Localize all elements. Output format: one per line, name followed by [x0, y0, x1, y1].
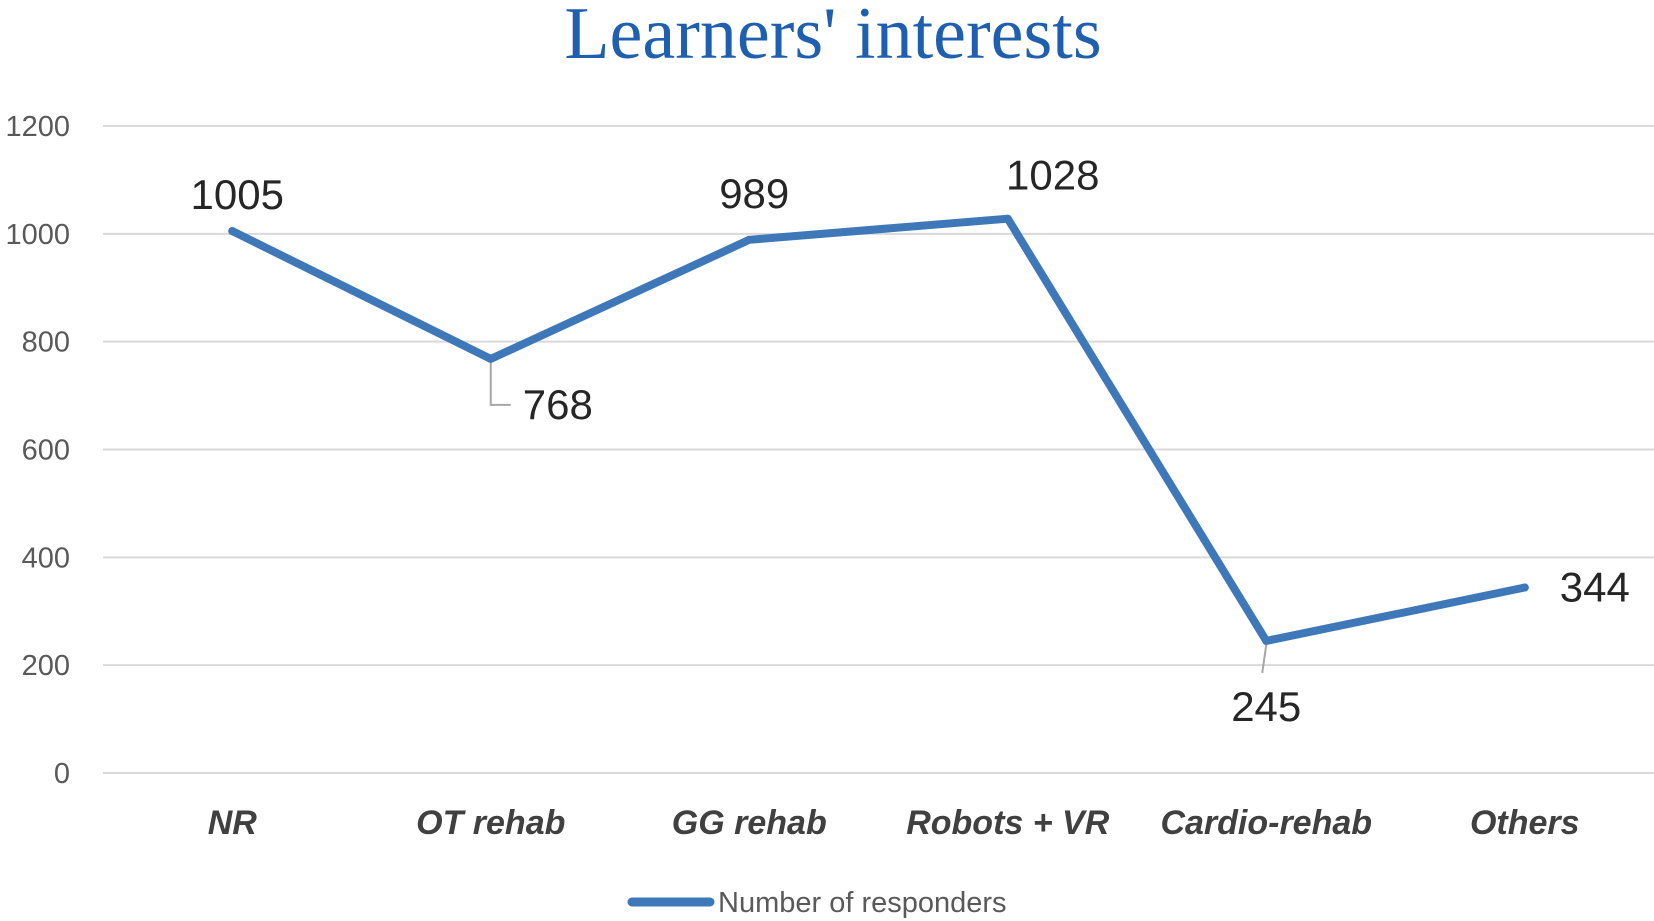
data-labels: 1005 768 989 1028 245 344 [191, 152, 1630, 730]
legend-label: Number of responders [718, 887, 1007, 919]
data-point [745, 235, 754, 244]
x-tick-label: NR [208, 804, 258, 842]
data-point [1520, 583, 1529, 592]
y-tick-label: 400 [22, 542, 70, 574]
data-point [1262, 636, 1271, 645]
data-label: 245 [1231, 683, 1301, 730]
y-axis-ticks: 0 200 400 600 800 1000 1200 [5, 111, 70, 790]
data-label: 344 [1560, 564, 1630, 611]
legend: Number of responders [627, 887, 1007, 919]
data-point [486, 354, 495, 363]
data-label: 768 [523, 381, 593, 428]
data-label: 1005 [191, 171, 284, 218]
x-tick-label: OT rehab [416, 804, 565, 842]
y-tick-label: 0 [54, 758, 70, 790]
chart-title: Learners' interests [564, 0, 1101, 75]
x-tick-label: GG rehab [672, 804, 827, 842]
x-tick-label: Robots + VR [906, 804, 1110, 842]
y-tick-label: 1200 [5, 111, 70, 143]
data-label-leader [489, 362, 511, 406]
gridlines [103, 125, 1654, 774]
x-tick-label: Cardio-rehab [1160, 804, 1372, 842]
data-label: 1028 [1006, 152, 1099, 199]
y-tick-label: 800 [22, 327, 70, 359]
data-label-leader [1261, 644, 1268, 674]
series-layer [228, 214, 1529, 645]
x-tick-label: Others [1470, 804, 1580, 842]
y-tick-label: 200 [22, 650, 70, 682]
series-line [228, 214, 1529, 645]
data-label: 989 [719, 170, 789, 217]
y-tick-label: 1000 [5, 219, 70, 251]
data-point [228, 227, 237, 236]
x-axis-ticks: NR OT rehab GG rehab Robots + VR Cardio-reha… [208, 804, 1580, 842]
y-tick-label: 600 [22, 435, 70, 467]
data-point [1003, 214, 1012, 223]
